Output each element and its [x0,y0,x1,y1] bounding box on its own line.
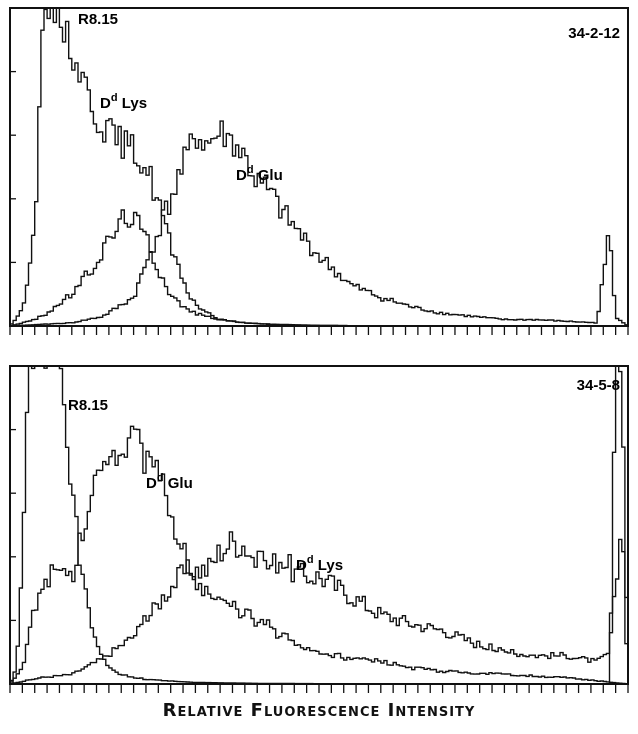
panel-bottom-series [10,365,628,685]
panel-bottom-glu-label: Dd Glu [146,472,193,492]
panel-bottom-y-ticks [10,428,16,622]
panel-top-lys-label: Dd Lys [100,92,147,112]
series-line-top-0 [10,7,628,327]
panel-top-r815-label: R8.15 [78,11,118,28]
panel-bottom-id: 34-5-8 [577,377,620,394]
panel-bottom-r815-label: R8.15 [68,397,108,414]
series-line-bottom-0 [10,365,628,685]
panel-top-glu-label: Dd Glu [236,164,283,184]
series-line-bottom-1 [10,425,628,685]
series-line-top-1 [10,209,628,327]
series-line-bottom-2 [10,531,628,685]
series-line-top-2 [10,120,628,327]
panel-top-y-ticks [10,70,16,264]
panel-top-frame [9,7,629,327]
panel-top-series [10,7,628,327]
panel-bottom-lys-label: Dd Lys [296,554,343,574]
panel-bottom: R8.15 Dd Glu Dd Lys 34-5-8 [9,365,629,693]
panel-top: R8.15 Dd Lys Dd Glu 34-2-12 [9,7,629,335]
panel-top-id: 34-2-12 [568,25,620,42]
panel-top-x-ticks [9,326,629,335]
x-axis-title: Relative Fluorescence Intensity [162,700,476,721]
panel-bottom-x-ticks [9,684,629,693]
